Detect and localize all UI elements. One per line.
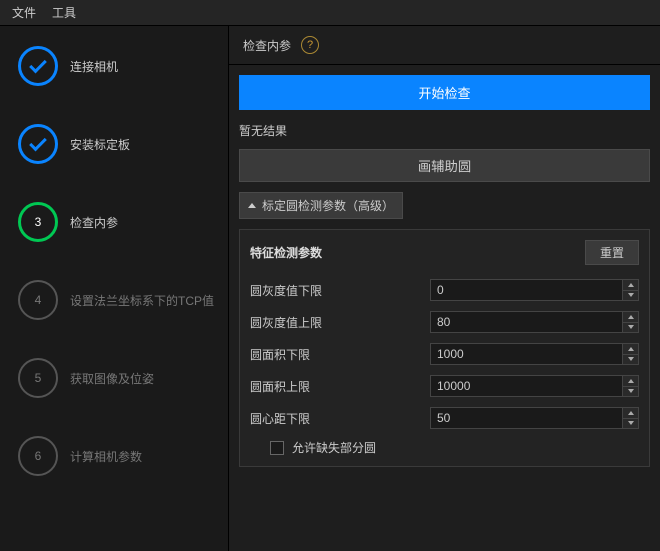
allow-missing-checkbox-row[interactable]: 允许缺失部分圆	[250, 439, 639, 456]
spin-buttons	[622, 408, 638, 428]
arrow-down-icon	[628, 421, 634, 425]
param-gray-upper: 圆灰度值上限	[250, 311, 639, 333]
spin-up-button[interactable]	[623, 408, 638, 419]
spin-down-button[interactable]	[623, 387, 638, 397]
arrow-down-icon	[628, 357, 634, 361]
gray-lower-input[interactable]	[431, 280, 622, 300]
dist-lower-spinbox	[430, 407, 639, 429]
spin-down-button[interactable]	[623, 355, 638, 365]
spin-up-button[interactable]	[623, 376, 638, 387]
param-dist-lower: 圆心距下限	[250, 407, 639, 429]
content-header: 检查内参 ?	[229, 26, 660, 65]
section-header: 特征检测参数 重置	[250, 240, 639, 265]
sidebar: 连接相机 安装标定板 3 检查内参 4 设置法兰坐标系下的TCP值 5 获取图像…	[0, 26, 228, 551]
content: 检查内参 ? 开始检查 暂无结果 画辅助圆 标定圆检测参数（高级） 特征检测参数…	[228, 26, 660, 551]
spin-buttons	[622, 280, 638, 300]
gray-upper-spinbox	[430, 311, 639, 333]
spin-buttons	[622, 312, 638, 332]
section-title: 特征检测参数	[250, 244, 322, 261]
spin-down-button[interactable]	[623, 419, 638, 429]
param-label: 圆面积下限	[250, 346, 430, 363]
expander-toggle[interactable]: 标定圆检测参数（高级）	[239, 192, 403, 219]
gray-lower-spinbox	[430, 279, 639, 301]
arrow-up-icon	[628, 411, 634, 415]
spin-up-button[interactable]	[623, 344, 638, 355]
param-label: 圆面积上限	[250, 378, 430, 395]
arrow-down-icon	[628, 325, 634, 329]
step-1[interactable]: 连接相机	[10, 46, 218, 86]
check-icon	[29, 133, 47, 151]
step-circle-active: 3	[18, 202, 58, 242]
params-panel: 特征检测参数 重置 圆灰度值下限 圆灰度值上限	[239, 229, 650, 467]
param-label: 圆心距下限	[250, 410, 430, 427]
param-label: 圆灰度值上限	[250, 314, 430, 331]
area-upper-input[interactable]	[431, 376, 622, 396]
arrow-down-icon	[628, 389, 634, 393]
step-label: 安装标定板	[70, 136, 130, 153]
param-gray-lower: 圆灰度值下限	[250, 279, 639, 301]
spin-down-button[interactable]	[623, 323, 638, 333]
checkbox-label: 允许缺失部分圆	[292, 439, 376, 456]
step-label: 连接相机	[70, 58, 118, 75]
step-4[interactable]: 4 设置法兰坐标系下的TCP值	[10, 280, 218, 320]
step-label: 计算相机参数	[70, 448, 142, 465]
area-lower-spinbox	[430, 343, 639, 365]
arrow-up-icon	[628, 347, 634, 351]
checkbox[interactable]	[270, 441, 284, 455]
step-circle-pending: 6	[18, 436, 58, 476]
param-area-upper: 圆面积上限	[250, 375, 639, 397]
spin-down-button[interactable]	[623, 291, 638, 301]
chevron-up-icon	[248, 203, 256, 208]
content-body: 开始检查 暂无结果 画辅助圆 标定圆检测参数（高级） 特征检测参数 重置 圆灰度…	[229, 65, 660, 477]
draw-aux-circle-button[interactable]: 画辅助圆	[239, 149, 650, 182]
spin-up-button[interactable]	[623, 312, 638, 323]
param-label: 圆灰度值下限	[250, 282, 430, 299]
start-check-button[interactable]: 开始检查	[239, 75, 650, 110]
step-3[interactable]: 3 检查内参	[10, 202, 218, 242]
spin-up-button[interactable]	[623, 280, 638, 291]
step-5[interactable]: 5 获取图像及位姿	[10, 358, 218, 398]
arrow-up-icon	[628, 283, 634, 287]
area-upper-spinbox	[430, 375, 639, 397]
result-text: 暂无结果	[239, 120, 650, 141]
spin-buttons	[622, 376, 638, 396]
step-label: 获取图像及位姿	[70, 370, 154, 387]
check-icon	[29, 55, 47, 73]
main: 连接相机 安装标定板 3 检查内参 4 设置法兰坐标系下的TCP值 5 获取图像…	[0, 26, 660, 551]
step-circle-pending: 4	[18, 280, 58, 320]
gray-upper-input[interactable]	[431, 312, 622, 332]
help-icon[interactable]: ?	[301, 36, 319, 54]
menubar: 文件 工具	[0, 0, 660, 26]
menu-file[interactable]: 文件	[12, 4, 36, 21]
step-6[interactable]: 6 计算相机参数	[10, 436, 218, 476]
step-circle-done	[18, 124, 58, 164]
dist-lower-input[interactable]	[431, 408, 622, 428]
step-circle-pending: 5	[18, 358, 58, 398]
expander-label: 标定圆检测参数（高级）	[262, 197, 394, 214]
page-title: 检查内参	[243, 37, 291, 54]
reset-button[interactable]: 重置	[585, 240, 639, 265]
arrow-down-icon	[628, 293, 634, 297]
arrow-up-icon	[628, 379, 634, 383]
param-area-lower: 圆面积下限	[250, 343, 639, 365]
spin-buttons	[622, 344, 638, 364]
area-lower-input[interactable]	[431, 344, 622, 364]
step-2[interactable]: 安装标定板	[10, 124, 218, 164]
menu-tools[interactable]: 工具	[52, 4, 76, 21]
arrow-up-icon	[628, 315, 634, 319]
step-label: 设置法兰坐标系下的TCP值	[70, 292, 214, 309]
step-label: 检查内参	[70, 214, 118, 231]
step-circle-done	[18, 46, 58, 86]
